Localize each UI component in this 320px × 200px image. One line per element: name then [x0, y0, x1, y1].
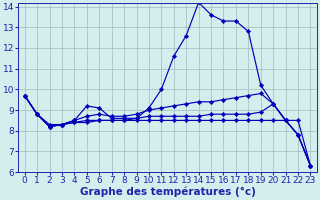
X-axis label: Graphe des températures (°c): Graphe des températures (°c) — [80, 187, 255, 197]
